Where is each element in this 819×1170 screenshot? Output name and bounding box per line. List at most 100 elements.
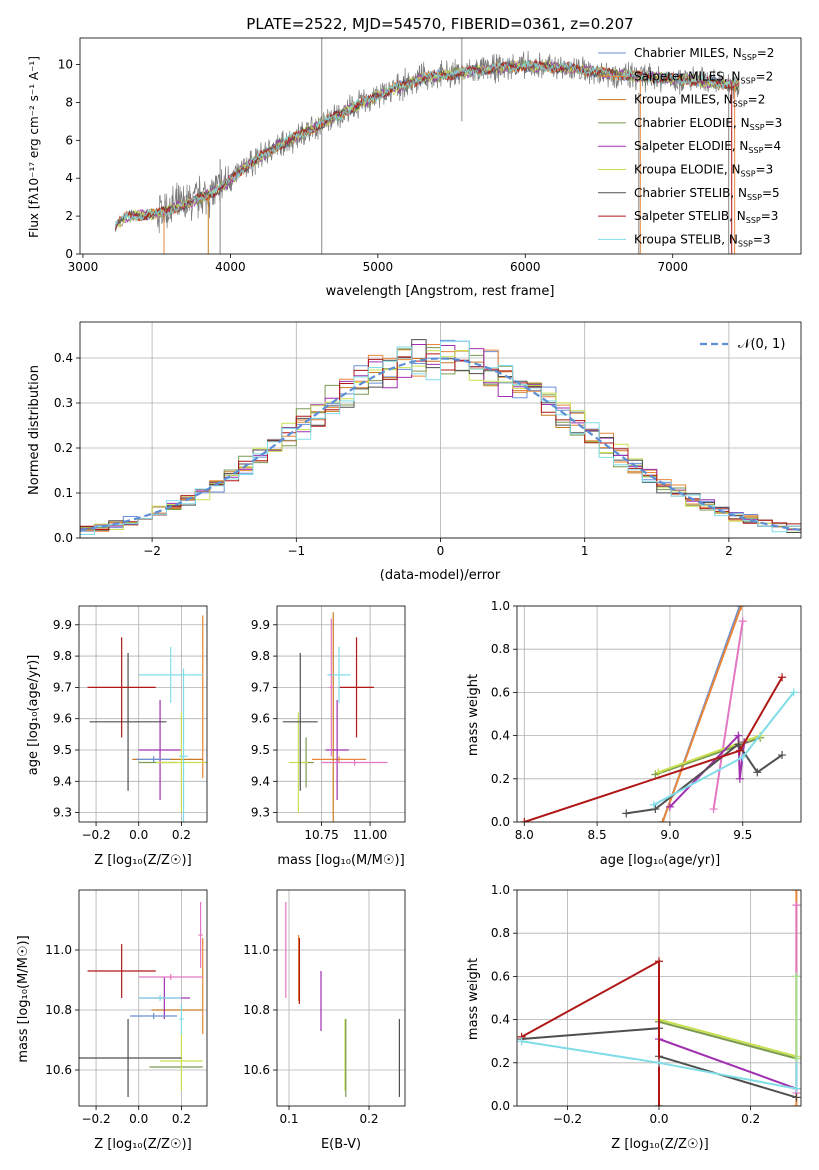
y-tick-label: 10.8: [243, 1003, 270, 1017]
y-tick-label: 10.6: [243, 1063, 270, 1077]
y-tick-label: 0.0: [54, 531, 73, 545]
weight-marker: [655, 1102, 663, 1106]
x-tick-label: 0.2: [359, 1112, 378, 1126]
legend-entry: Chabrier ELODIE, NSSP=3: [634, 116, 782, 132]
age-vs-Z-xlabel: Z [log₁₀(Z/Z☉)]: [94, 853, 191, 868]
spectrum-xlabel: wavelength [Angstrom, rest frame]: [326, 284, 555, 299]
legend-subscript: SSP: [748, 146, 763, 155]
spectrum-panel: 3000 4000 5000 6000 7000 0 2 4 6 8 10: [58, 37, 802, 274]
axes-frame: [78, 605, 208, 823]
y-tick-label: 9.9: [53, 618, 72, 632]
residuals-panel: −2 −1 0 1 2 0.0 0.1 0.2 0.3 0.4: [54, 321, 802, 558]
y-tick-label: 8: [65, 95, 73, 109]
y-tick-label: 9.4: [251, 774, 270, 788]
axes-frame: [78, 889, 208, 1107]
y-tick-label: 0.6: [491, 685, 510, 699]
x-tick-label: −0.2: [81, 828, 110, 842]
x-tick-label: 8.0: [515, 828, 534, 842]
figure-title: PLATE=2522, MJD=54570, FIBERID=0361, z=0…: [246, 15, 633, 33]
weight-marker: [520, 818, 529, 822]
plot-area: [79, 902, 204, 1097]
y-tick-label: 0.8: [491, 926, 510, 940]
y-tick-label: 0.0: [491, 1099, 510, 1113]
x-tick-label: 0.0: [129, 1112, 148, 1126]
plot-area: [520, 606, 798, 822]
y-tick-label: 10.6: [45, 1063, 72, 1077]
weight-marker: [778, 673, 787, 682]
y-tick-label: 9.5: [53, 743, 72, 757]
y-tick-label: 0.1: [54, 486, 73, 500]
legend-entry: Salpeter MILES, NSSP=2: [634, 69, 773, 85]
plot-area: [517, 890, 801, 1106]
age-vs-mass-xlabel: mass [log₁₀(M/M☉)]: [277, 853, 404, 868]
legend-entry: Kroupa ELODIE, NSSP=3: [634, 163, 773, 179]
axes-frame: [79, 321, 802, 539]
y-tick-label: 9.8: [251, 649, 270, 663]
y-tick-label: 6: [65, 133, 73, 147]
y-tick-label: 0.4: [491, 729, 510, 743]
y-tick-label: 0.8: [491, 642, 510, 656]
weight-line: [661, 606, 743, 822]
mass-vs-Z-xlabel: Z [log₁₀(Z/Z☉)]: [94, 1137, 191, 1152]
weight-line: [658, 1020, 797, 1060]
x-tick-label: 0.0: [649, 1112, 668, 1126]
weight-marker: [735, 746, 744, 755]
weight-marker: [737, 606, 746, 610]
weight-marker: [734, 740, 743, 749]
legend-subscript: SSP: [750, 123, 765, 132]
legend-count: =5: [762, 186, 780, 200]
weight-marker: [738, 617, 747, 626]
axes-frame: [276, 889, 406, 1107]
y-tick-label: 9.9: [251, 618, 270, 632]
weight-marker: [649, 800, 658, 809]
weight-marker: [517, 1037, 526, 1046]
x-tick-label: 0.0: [129, 828, 148, 842]
plot-area: [282, 612, 388, 822]
y-tick-label: 0.2: [54, 441, 73, 455]
legend-count: =3: [761, 209, 779, 223]
x-tick-label: 0.2: [741, 1112, 760, 1126]
weight-marker: [654, 768, 663, 777]
weight-vs-Z-ylabel: mass weight: [466, 958, 481, 1040]
legend-subscript: SSP: [733, 100, 748, 109]
residuals-ylabel: Normed distribution: [27, 365, 42, 495]
y-tick-label: 0.3: [54, 396, 73, 410]
weight-vs-Z-panel: −0.2 0.0 0.2 0.0 0.2 0.4 0.6 0.8 1.0: [491, 883, 802, 1126]
age-vs-Z-ylabel: age [log₁₀(age/yr)]: [26, 655, 41, 776]
y-tick-label: 0.2: [491, 1056, 510, 1070]
y-tick-label: 0.4: [54, 351, 73, 365]
x-tick-label: 0.2: [172, 1112, 191, 1126]
legend-count: =4: [763, 139, 781, 153]
weight-marker: [622, 809, 631, 818]
weight-marker: [792, 1102, 801, 1106]
y-tick-label: 9.7: [251, 680, 270, 694]
weight-marker: [655, 1058, 663, 1067]
x-tick-label: 10.75: [304, 828, 338, 842]
observed-spectrum: [115, 50, 740, 234]
mass-vs-EBV-panel: 0.1 0.2 10.6 10.8 11.0: [243, 889, 406, 1126]
y-tick-label: 0: [65, 247, 73, 261]
y-tick-label: 2: [65, 209, 73, 223]
plot-area: [87, 615, 207, 822]
y-tick-label: 1.0: [491, 883, 510, 897]
legend-count: =2: [756, 69, 774, 83]
x-tick-label: 1: [581, 544, 589, 558]
x-tick-label: −0.2: [553, 1112, 582, 1126]
x-tick-label: 6000: [510, 260, 541, 274]
weight-vs-Z-xlabel: Z [log₁₀(Z/Z☉)]: [611, 1137, 708, 1152]
y-tick-label: 11.0: [243, 943, 270, 957]
axes-frame: [516, 605, 802, 823]
legend-subscript: SSP: [741, 76, 756, 85]
x-tick-label: 5000: [363, 260, 394, 274]
legend-count: =3: [756, 163, 774, 177]
legend-entry: Salpeter STELIB, NSSP=3: [634, 209, 778, 225]
axes-frame: [79, 37, 802, 255]
plot-area: [285, 902, 400, 1097]
legend-entry: Kroupa STELIB, NSSP=3: [634, 232, 771, 248]
spectrum-legend: Chabrier MILES, NSSP=2 Salpeter MILES, NS…: [598, 46, 782, 248]
legend-subscript: SSP: [746, 216, 761, 225]
weight-marker: [789, 688, 798, 697]
y-tick-label: 9.4: [53, 774, 72, 788]
legend-subscript: SSP: [742, 53, 757, 62]
weight-marker: [792, 972, 801, 981]
